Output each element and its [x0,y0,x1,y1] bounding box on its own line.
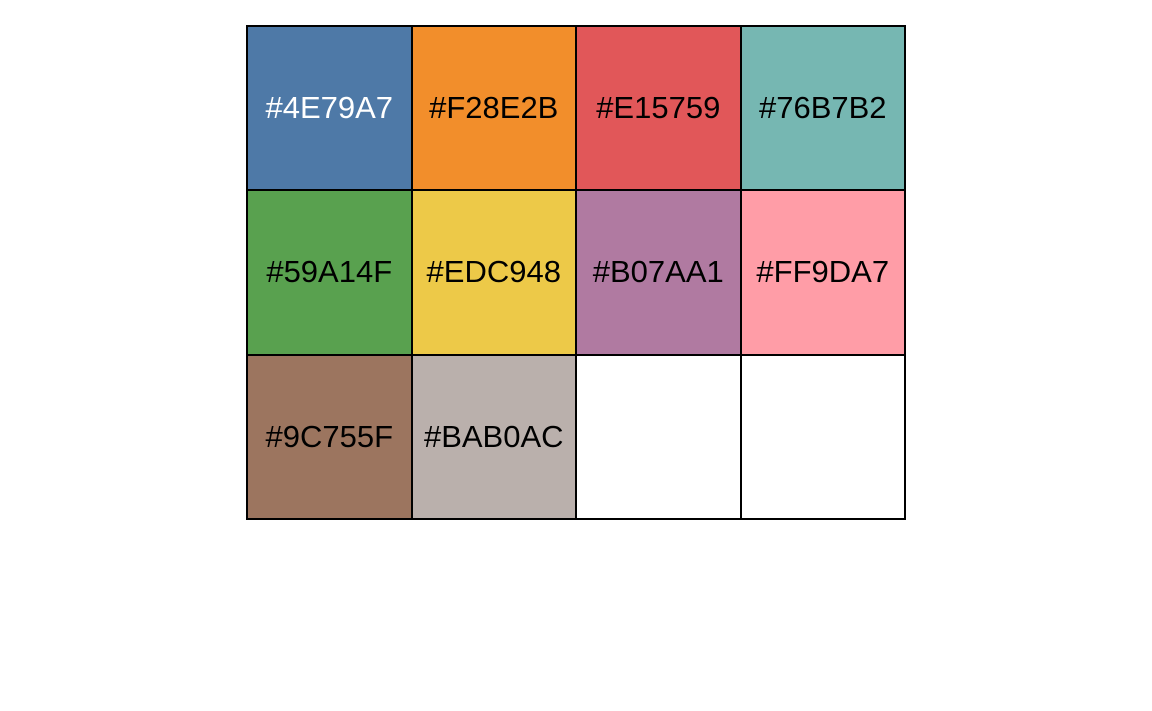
swatch-5: #59A14F [248,191,413,356]
palette-grid: #4E79A7 #F28E2B #E15759 #76B7B2 #59A14F … [246,25,906,520]
swatch-10: #BAB0AC [412,355,577,520]
swatch-empty-1 [577,355,742,520]
swatch-3: #E15759 [577,27,742,192]
swatch-7: #B07AA1 [577,191,742,356]
swatch-4: #76B7B2 [741,27,906,192]
swatch-8: #FF9DA7 [741,191,906,356]
swatch-6: #EDC948 [412,191,577,356]
swatch-1: #4E79A7 [248,27,413,192]
swatch-2: #F28E2B [412,27,577,192]
swatch-empty-2 [741,355,906,520]
swatch-9: #9C755F [248,355,413,520]
